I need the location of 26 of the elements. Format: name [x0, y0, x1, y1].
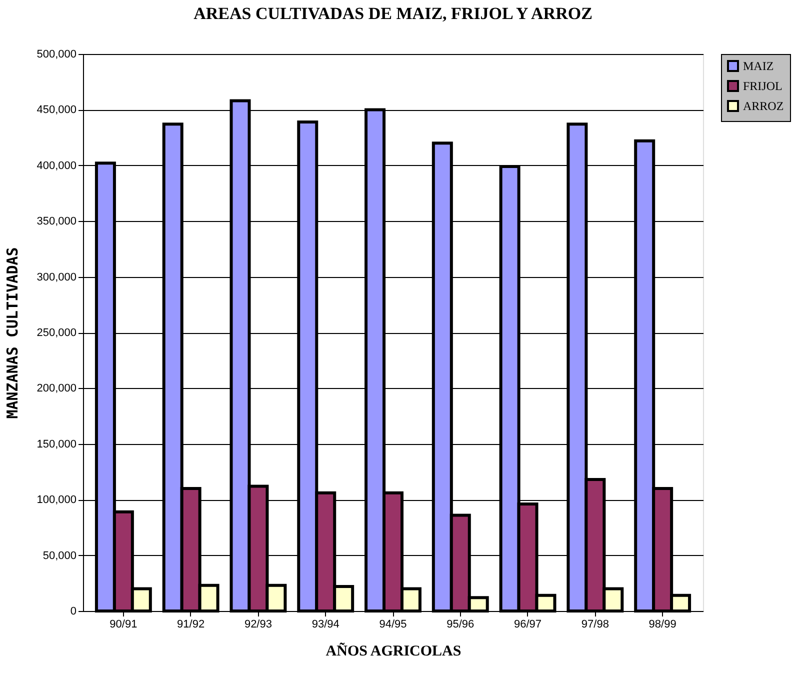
- y-tick-label: 150,000: [36, 438, 76, 450]
- y-tick-label: 400,000: [36, 160, 76, 172]
- y-tick-label: 100,000: [36, 494, 76, 506]
- x-tick-label: 97/98: [581, 618, 609, 630]
- legend-label: ARROZ: [743, 99, 784, 113]
- y-tick-label: 50,000: [42, 550, 76, 562]
- x-axis-title: AÑOS AGRICOLAS: [326, 642, 462, 660]
- y-tick-label: 200,000: [36, 382, 76, 395]
- x-tick-label: 92/93: [244, 618, 272, 630]
- x-tick-label: 96/97: [514, 618, 542, 630]
- legend-label: FRIJOL: [743, 79, 782, 93]
- y-tick-label: 500,000: [36, 48, 76, 60]
- y-tick-label: 450,000: [36, 104, 76, 116]
- legend-label: MAIZ: [743, 59, 774, 73]
- y-tick-label: 250,000: [36, 327, 76, 339]
- chart-title: AREAS CULTIVADAS DE MAIZ, FRIJOL Y ARROZ: [194, 4, 592, 23]
- x-tick-label: 98/99: [648, 618, 676, 630]
- x-tick-label: 94/95: [379, 618, 407, 630]
- y-tick-label: 350,000: [36, 216, 76, 228]
- x-tick-label: 91/92: [177, 618, 205, 630]
- x-tick-label: 90/91: [110, 618, 138, 630]
- x-tick-label: 95/96: [446, 618, 474, 630]
- y-tick-label: 300,000: [36, 271, 76, 284]
- y-tick-label: 0: [70, 606, 76, 618]
- x-tick-label: 93/94: [312, 618, 340, 630]
- y-axis-title: MANZANAS CULTIVADAS: [4, 247, 22, 419]
